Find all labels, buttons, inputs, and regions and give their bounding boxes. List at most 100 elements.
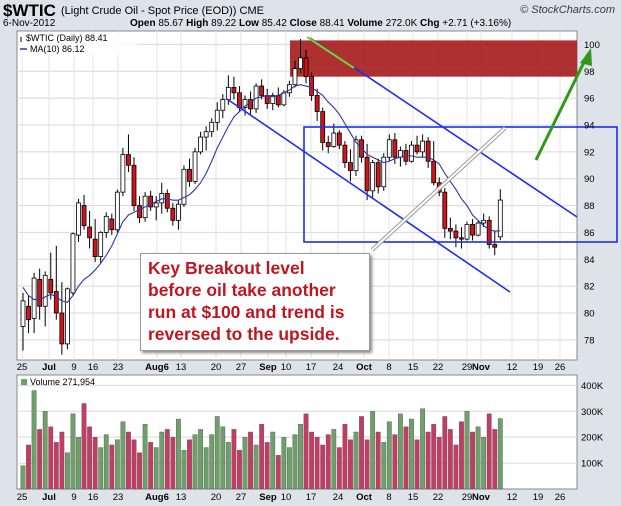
close-label: Close bbox=[289, 18, 317, 29]
candle-body bbox=[425, 140, 431, 162]
volume-bar bbox=[392, 434, 398, 490]
volume-bar bbox=[42, 411, 48, 490]
volume-bar bbox=[153, 447, 159, 490]
volume-date-tick-label: 17 bbox=[306, 492, 317, 503]
date-tick-label: 16 bbox=[88, 362, 99, 373]
candle-body bbox=[375, 162, 381, 188]
volume-date-tick-label: 29 bbox=[462, 492, 473, 503]
price-legend: $WTIC (Daily) 88.41 MA(10) 86.12 bbox=[19, 33, 137, 55]
volume-bar bbox=[375, 431, 381, 490]
annotation-text: Key Breakout level before oil take anoth… bbox=[148, 258, 345, 344]
volume-bar bbox=[26, 444, 31, 490]
volume-bar bbox=[109, 444, 115, 490]
volume-date-tick-label: 16 bbox=[88, 492, 99, 503]
candle-body bbox=[331, 132, 337, 147]
candle-body bbox=[20, 300, 26, 327]
price-legend-text: $WTIC (Daily) 88.41 bbox=[26, 33, 108, 43]
candle-body bbox=[76, 202, 81, 236]
volume-bar bbox=[325, 434, 331, 490]
volume-bar bbox=[470, 431, 475, 490]
candle-body bbox=[187, 168, 192, 182]
volume-bar bbox=[386, 421, 392, 490]
annotation-callout: Key Breakout level before oil take anoth… bbox=[140, 253, 370, 351]
volume-bar bbox=[148, 442, 154, 490]
volume-bar bbox=[314, 436, 320, 490]
volume-bar bbox=[409, 418, 414, 490]
volume-date-tick-label: 8 bbox=[386, 492, 391, 503]
quote-date: 6-Nov-2012 bbox=[3, 18, 56, 29]
price-tick-label: 84 bbox=[584, 255, 595, 266]
volume-bar bbox=[264, 442, 270, 490]
price-tick-label: 86 bbox=[584, 228, 595, 239]
date-tick-label: 17 bbox=[306, 362, 317, 373]
volume-legend-text: Volume 271,954 bbox=[30, 377, 95, 387]
volume-bar bbox=[414, 439, 420, 490]
candle-body bbox=[420, 140, 426, 153]
candle-body bbox=[214, 109, 220, 123]
date-tick-label: 8 bbox=[386, 362, 391, 373]
date-tick-label: 12 bbox=[507, 362, 518, 373]
change-value: +2.71 (+3.16%) bbox=[442, 18, 512, 29]
volume-legend-swatch bbox=[21, 379, 27, 385]
volume-axis: 100K 200K 300K 400K bbox=[581, 381, 604, 470]
candle-body bbox=[381, 156, 387, 188]
volume-label: Volume bbox=[347, 18, 383, 29]
candle-body bbox=[153, 202, 159, 208]
candle-body bbox=[131, 164, 137, 206]
volume-date-tick-label: Aug6 bbox=[145, 492, 169, 503]
volume-date-tick-label: Nov bbox=[472, 492, 491, 503]
volume-bar bbox=[53, 442, 59, 490]
volume-bar bbox=[209, 434, 215, 490]
volume-bar bbox=[464, 411, 470, 490]
candle-body bbox=[26, 305, 31, 321]
volume-bar bbox=[486, 413, 492, 490]
peak-line bbox=[306, 36, 355, 69]
price-tick-label: 94 bbox=[584, 121, 595, 132]
volume-bar bbox=[198, 429, 203, 490]
volume-bar bbox=[231, 429, 237, 490]
chart-header: $WTIC (Light Crude Oil - Spot Price (EOD… bbox=[0, 0, 621, 30]
date-tick-label: 10 bbox=[281, 362, 292, 373]
candle-body bbox=[220, 99, 226, 111]
volume-bar bbox=[475, 426, 481, 490]
volume-bar bbox=[348, 439, 353, 490]
candle-body bbox=[114, 191, 120, 231]
volume-date-tick-label: 20 bbox=[211, 492, 222, 503]
candle-body bbox=[164, 193, 170, 209]
volume-bar bbox=[481, 436, 487, 490]
volume-bar bbox=[242, 436, 248, 490]
volume-date-tick-label: 23 bbox=[113, 492, 124, 503]
candle-body bbox=[342, 144, 348, 163]
volume-bar bbox=[320, 444, 326, 490]
candle-body bbox=[336, 132, 342, 146]
candle-body bbox=[453, 230, 459, 239]
date-tick-label: Sep bbox=[259, 362, 277, 373]
candle-body bbox=[447, 227, 453, 232]
low-value: 85.42 bbox=[261, 18, 287, 29]
price-tick-label: 82 bbox=[584, 282, 595, 293]
volume-bar bbox=[37, 429, 43, 490]
volume-bar bbox=[142, 424, 148, 490]
volume-bar bbox=[76, 436, 81, 490]
candle-body bbox=[225, 87, 231, 100]
volume-bar bbox=[353, 431, 359, 490]
candle-body bbox=[264, 95, 270, 104]
high-label: High bbox=[186, 18, 209, 29]
volume-date-tick-label: 9 bbox=[71, 492, 76, 503]
candle-body bbox=[126, 154, 131, 166]
candle-body bbox=[497, 199, 503, 238]
ma10-line bbox=[22, 84, 501, 303]
date-tick-label: 29 bbox=[462, 362, 473, 373]
volume-bar bbox=[225, 442, 231, 490]
volume-bar bbox=[31, 390, 37, 490]
date-tick-label: Oct bbox=[356, 362, 373, 373]
candle-body bbox=[209, 121, 215, 133]
date-tick-label: Jul bbox=[42, 362, 56, 373]
volume-date-tick-label: 19 bbox=[533, 492, 544, 503]
volume-bar bbox=[64, 452, 70, 490]
volume-bar bbox=[370, 411, 376, 490]
candle-body bbox=[192, 151, 198, 182]
candle-body bbox=[314, 95, 320, 112]
consolidation-box bbox=[303, 126, 618, 243]
volume-bar bbox=[275, 455, 281, 490]
